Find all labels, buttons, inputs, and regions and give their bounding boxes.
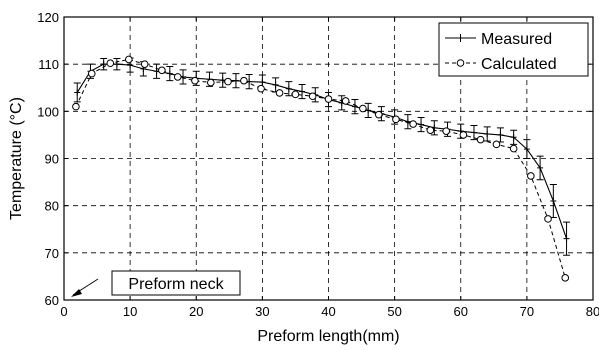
measured-point xyxy=(510,134,517,141)
measured-point xyxy=(523,146,530,153)
legend-marker-measured xyxy=(456,34,465,42)
annotation-text: Preform neck xyxy=(128,276,224,293)
x-tick-label: 30 xyxy=(255,304,269,319)
annotation-arrowhead xyxy=(71,289,82,297)
calculated-point xyxy=(492,140,501,149)
annotation-preform-neck: Preform neck xyxy=(71,270,241,297)
calculated-point xyxy=(224,77,232,86)
measured-point xyxy=(484,130,491,137)
calculated-point xyxy=(106,59,115,68)
measured-point xyxy=(100,61,107,68)
measured-point xyxy=(537,164,544,171)
calculated-point xyxy=(442,127,451,135)
legend-box xyxy=(438,22,589,77)
x-axis-label: Preform length(mm) xyxy=(257,328,399,345)
y-tick-label: 90 xyxy=(45,152,59,167)
calculated-point xyxy=(561,274,570,282)
y-tick-label: 110 xyxy=(38,57,59,72)
calculated-point xyxy=(72,102,80,111)
legend: Measured Calculated xyxy=(438,22,589,77)
calculated-point xyxy=(476,135,485,144)
annotation-box xyxy=(111,270,241,296)
measured-point xyxy=(74,89,81,96)
calculated-point xyxy=(257,84,265,93)
calculated-point xyxy=(240,76,248,85)
y-tick-label: 70 xyxy=(45,246,59,261)
calculated-point xyxy=(359,104,367,113)
measured-point xyxy=(272,81,279,88)
legend-marker-calculated xyxy=(456,59,465,67)
calculated-point xyxy=(392,115,400,124)
measured-point xyxy=(497,131,504,138)
legend-label-calculated: Calculated xyxy=(481,56,557,73)
calculated-point xyxy=(308,92,317,101)
measured-point xyxy=(470,129,477,136)
y-axis-label: Temperature (°C) xyxy=(8,97,25,220)
measured-point xyxy=(259,79,266,86)
x-tick-label: 50 xyxy=(387,304,401,319)
x-tick-label: 40 xyxy=(321,304,335,319)
calculated-point xyxy=(125,55,133,64)
calculated-point xyxy=(173,73,182,81)
y-tick-label: 100 xyxy=(37,104,59,119)
legend-label-measured: Measured xyxy=(481,31,552,48)
calculated-point xyxy=(426,126,435,134)
measured-point xyxy=(127,62,134,69)
series-layer xyxy=(72,55,571,282)
calculated-point xyxy=(206,78,215,87)
y-tick-label: 120 xyxy=(37,10,59,25)
measured-point xyxy=(285,85,292,92)
y-tick-label: 60 xyxy=(45,293,59,308)
series-calculated xyxy=(72,55,570,282)
calculated-point xyxy=(459,131,468,139)
calculated-point xyxy=(291,90,300,99)
calculated-point xyxy=(527,172,535,180)
measured-point xyxy=(550,197,557,204)
x-tick-label: 80 xyxy=(586,304,599,319)
calculated-point xyxy=(509,144,518,153)
calculated-point xyxy=(191,76,199,85)
calculated-point xyxy=(275,89,284,97)
tick-labels: 0 10 20 30 40 50 60 70 80 60 70 80 90 100 110 120 xyxy=(37,10,599,319)
measured-point xyxy=(299,88,306,95)
x-tick-label: 60 xyxy=(454,304,468,319)
calculated-point xyxy=(341,97,350,105)
calculated-point xyxy=(140,60,149,68)
calculated-point xyxy=(544,215,552,223)
y-tick-label: 80 xyxy=(45,199,59,214)
x-tick-label: 0 xyxy=(60,304,67,319)
calculated-point xyxy=(87,69,96,78)
calculated-point xyxy=(374,110,383,119)
measured-point xyxy=(563,235,570,242)
x-tick-label: 10 xyxy=(123,304,137,319)
measured-point xyxy=(404,118,411,125)
x-tick-label: 70 xyxy=(520,304,534,319)
calculated-point xyxy=(409,120,417,128)
calculated-point xyxy=(324,95,333,103)
calculated-point xyxy=(158,66,166,75)
x-tick-label: 20 xyxy=(189,304,203,319)
